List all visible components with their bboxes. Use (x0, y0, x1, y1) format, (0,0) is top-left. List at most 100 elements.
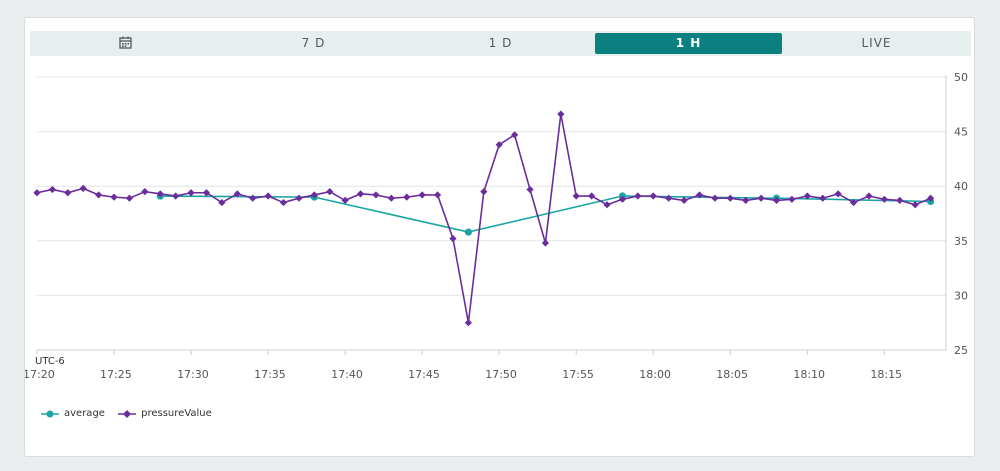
data-point-pressureValue (233, 190, 241, 198)
data-point-pressureValue (634, 192, 642, 200)
data-point-pressureValue (264, 192, 272, 200)
data-point-pressureValue (757, 194, 765, 202)
timezone-label: UTC-6 (35, 356, 65, 367)
data-point-pressureValue (803, 192, 811, 200)
y-tick-label: 25 (954, 344, 968, 357)
data-point-pressureValue (310, 191, 318, 199)
data-point-pressureValue (772, 196, 781, 204)
data-point-pressureValue (865, 192, 873, 200)
x-tick-label: 17:40 (331, 368, 363, 381)
data-point-pressureValue (218, 198, 226, 207)
data-point-pressureValue (711, 194, 719, 202)
series-line-pressureValue (36, 113, 931, 323)
tab-1d[interactable]: 1 D (488, 36, 513, 50)
data-point-pressureValue (249, 194, 257, 202)
data-point-pressureValue (187, 189, 195, 197)
data-point-pressureValue (665, 194, 673, 202)
x-tick-label: 18:10 (793, 368, 825, 381)
x-tick-label: 18:00 (639, 368, 671, 381)
series-line-average (160, 195, 931, 233)
tab-1h[interactable]: 1 H (595, 33, 782, 54)
data-point-pressureValue (680, 196, 688, 204)
data-point-pressureValue (649, 192, 657, 200)
chart-legend: average pressureValue (41, 408, 222, 422)
y-tick-label: 35 (954, 235, 968, 248)
data-point-pressureValue (141, 188, 149, 196)
data-point-pressureValue (433, 191, 442, 199)
x-tick-label: 17:45 (408, 368, 440, 381)
x-tick-label: 17:55 (562, 368, 594, 381)
chart-panel: 7 D 1 D 1 H LIVE 25 30 35 40 45 50 17:20 17:25… (24, 17, 975, 457)
data-point-pressureValue (279, 198, 288, 207)
x-tick-label: 17:35 (254, 368, 286, 381)
legend-average-marker-icon (41, 410, 59, 417)
data-point-pressureValue (403, 193, 411, 201)
legend-label-pressurevalue: pressureValue (141, 408, 212, 419)
tab-7d[interactable]: 7 D (301, 36, 326, 50)
legend-item-average[interactable]: average (41, 408, 105, 419)
y-tick-label: 30 (954, 289, 968, 302)
data-point-pressureValue (603, 201, 611, 209)
data-point-pressureValue (156, 190, 164, 198)
x-tick-label: 17:25 (100, 368, 132, 381)
legend-label-average: average (64, 408, 105, 419)
data-point-pressureValue (557, 110, 565, 118)
x-tick-label: 18:05 (716, 368, 748, 381)
data-point-pressureValue (896, 196, 904, 204)
chart-grid (37, 75, 947, 351)
data-point-pressureValue (849, 198, 858, 207)
data-point-pressureValue (819, 194, 827, 202)
data-point-pressureValue (480, 188, 488, 196)
data-point-pressureValue (588, 192, 596, 200)
data-point-pressureValue (372, 191, 380, 199)
tab-live[interactable]: LIVE (861, 36, 892, 50)
legend-pressurevalue-marker-icon (118, 409, 137, 418)
x-tick-label: 17:20 (25, 368, 55, 381)
data-point-pressureValue (33, 189, 41, 197)
data-point-pressureValue (79, 184, 87, 192)
data-point-pressureValue (295, 194, 303, 202)
data-point-pressureValue (326, 188, 334, 196)
data-point-pressureValue (110, 193, 118, 201)
time-range-tabs: 7 D 1 D 1 H LIVE (30, 31, 971, 56)
data-point-pressureValue (464, 319, 472, 327)
data-point-pressureValue (788, 195, 796, 203)
data-point-pressureValue (125, 194, 134, 202)
data-point-pressureValue (911, 201, 919, 209)
data-point-pressureValue (418, 191, 426, 199)
y-tick-label: 50 (954, 71, 968, 84)
data-point-pressureValue (695, 191, 704, 199)
data-point-pressureValue (356, 190, 365, 198)
legend-item-pressurevalue[interactable]: pressureValue (118, 408, 212, 419)
tab-calendar[interactable] (30, 33, 220, 54)
data-point-pressureValue (926, 194, 935, 202)
data-point-pressureValue (541, 239, 550, 247)
x-axis-ticks: 17:20 17:25 17:30 17:35 17:40 17:45 17:50 17:55… (25, 350, 902, 381)
x-tick-label: 17:30 (177, 368, 209, 381)
data-point-pressureValue (172, 192, 180, 200)
y-tick-label: 45 (954, 126, 968, 139)
data-point-pressureValue (742, 196, 750, 204)
data-point-pressureValue (449, 235, 457, 243)
x-tick-label: 17:50 (485, 368, 517, 381)
data-point-pressureValue (387, 194, 395, 202)
data-point-pressureValue (511, 131, 519, 139)
data-point-pressureValue (834, 190, 842, 198)
calendar-icon (118, 36, 132, 49)
data-point-pressureValue (880, 195, 888, 203)
data-point-pressureValue (726, 194, 734, 202)
data-point-pressureValue (618, 195, 627, 203)
data-point-pressureValue (95, 191, 103, 199)
data-point-pressureValue (202, 189, 211, 197)
x-tick-label: 18:15 (870, 368, 902, 381)
data-point-pressureValue (572, 192, 580, 200)
chart-series (33, 110, 935, 327)
y-tick-label: 40 (954, 180, 968, 193)
data-point-pressureValue (64, 189, 72, 197)
data-point-pressureValue (526, 185, 534, 194)
data-point-pressureValue (48, 185, 57, 194)
data-point-pressureValue (341, 196, 349, 204)
data-point-pressureValue (495, 141, 503, 149)
data-point-average (464, 228, 472, 236)
